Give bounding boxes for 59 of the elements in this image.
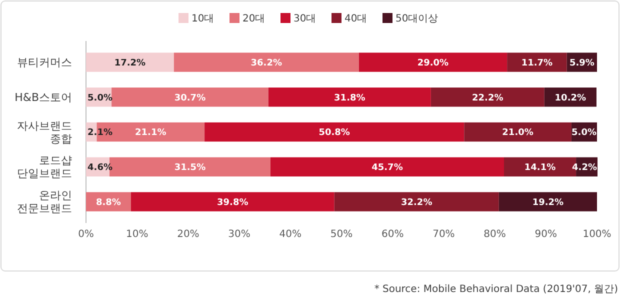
- data-label: 14.1%: [524, 163, 556, 174]
- y-tick-label: 온라인 전문브랜드: [17, 189, 72, 216]
- data-label: 8.8%: [96, 198, 121, 208]
- bar: [86, 52, 174, 72]
- x-tick-label: 30%: [228, 229, 250, 240]
- bar: [334, 192, 499, 212]
- x-tick-label: 70%: [432, 229, 455, 240]
- data-label: 5.0%: [572, 128, 596, 138]
- y-tick-label: H&B스토어: [14, 90, 72, 104]
- bar: [358, 52, 508, 72]
- x-tick-label: 60%: [381, 229, 404, 240]
- legend-label: 10대: [192, 14, 214, 24]
- x-tick-label: 50%: [330, 229, 353, 240]
- data-label: 17.2%: [114, 58, 146, 68]
- y-tick-label: 로드샵 단일브랜드: [17, 154, 72, 180]
- x-tick-label: 40%: [279, 229, 302, 240]
- data-label: 5.0%: [88, 93, 112, 104]
- x-tick-label: 90%: [534, 229, 558, 240]
- data-label: 11.7%: [521, 58, 553, 68]
- x-tick-label: 80%: [484, 229, 506, 240]
- x-tick-label: 10%: [126, 229, 148, 240]
- data-label: 31.5%: [174, 163, 206, 174]
- bar: [174, 52, 359, 72]
- data-label: 29.0%: [417, 58, 449, 68]
- data-label: 36.2%: [250, 58, 282, 68]
- x-tick-label: 20%: [177, 229, 200, 240]
- data-label: 21.0%: [502, 128, 534, 138]
- data-label: 45.7%: [372, 163, 403, 174]
- data-label: 22.2%: [472, 93, 504, 104]
- bar: [464, 122, 572, 142]
- data-label: 21.1%: [135, 128, 166, 138]
- y-tick-label: 뷰티커머스: [17, 56, 72, 70]
- data-label: 50.8%: [318, 128, 350, 138]
- text: * Source: Mobile Behavioral Data (2019'07, 월간): [374, 284, 618, 295]
- x-tick-label: 0%: [78, 229, 94, 240]
- data-label: 30.7%: [174, 93, 206, 104]
- legend-label: 50대이상: [396, 14, 438, 24]
- data-label: 4.6%: [88, 163, 112, 174]
- data-label: 39.8%: [217, 198, 248, 208]
- x-tick-label: 100%: [582, 229, 612, 240]
- bar: [130, 192, 334, 212]
- legend-label: 20대: [242, 14, 266, 24]
- data-label: 32.2%: [401, 198, 432, 208]
- legend-label: 30대: [294, 14, 316, 24]
- legend-label: 40대: [344, 14, 368, 24]
- data-label: 4.2%: [572, 163, 597, 174]
- bar: [430, 88, 544, 107]
- bar: [507, 52, 567, 72]
- data-label: 31.8%: [334, 93, 366, 104]
- bar: [498, 192, 597, 212]
- data-label: 19.2%: [532, 198, 564, 208]
- bar: [204, 122, 464, 142]
- bar: [270, 157, 504, 176]
- y-tick-label: 자사브랜드 종합: [17, 119, 72, 146]
- data-label: 5.9%: [569, 58, 594, 68]
- data-label: 2.1%: [88, 128, 112, 138]
- bar: [268, 88, 431, 107]
- data-label: 10.2%: [554, 93, 586, 104]
- bar: [112, 88, 268, 107]
